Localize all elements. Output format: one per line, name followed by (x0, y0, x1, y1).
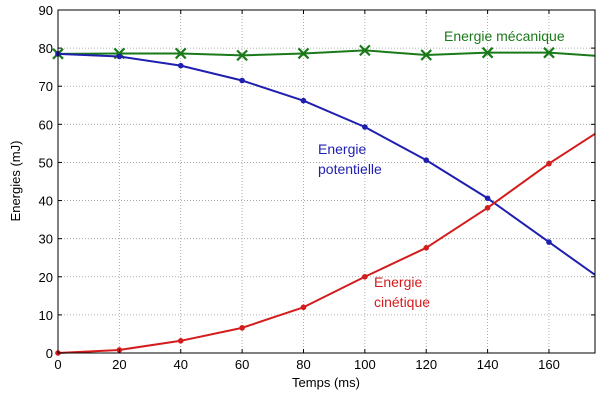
data-point (543, 46, 555, 59)
series-line (57, 49, 595, 57)
x-tick-label: 160 (538, 357, 560, 372)
y-tick-label: 80 (39, 41, 53, 56)
ticks: 0 20 40 60 80 100 120 140 160 0 10 20 30 40 50 60 70 80 90 (39, 3, 595, 372)
y-tick-label: 10 (39, 308, 53, 323)
annotation-energie-mecanique: Energie mécanique (444, 28, 565, 44)
y-tick-label: 0 (46, 346, 53, 361)
y-axis-label: Energies (mJ) (8, 141, 23, 222)
y-tick-label: 60 (39, 117, 53, 132)
data-point (177, 338, 184, 344)
data-point (174, 47, 187, 60)
series-2 (55, 133, 595, 356)
series-1 (55, 51, 595, 276)
data-point (423, 157, 430, 163)
data-point (546, 239, 552, 245)
plot-background (58, 10, 595, 353)
data-point (481, 46, 494, 59)
series-line (57, 52, 595, 276)
y-tick-label: 20 (39, 270, 53, 285)
data-point (359, 44, 371, 57)
data-point (236, 49, 248, 62)
annotation-line: Energie (374, 274, 422, 290)
annotation-energie-potentielle: Energie potentielle (318, 141, 382, 177)
x-tick-label: 60 (235, 357, 249, 372)
data-point (423, 245, 430, 251)
annotation-line: Energie mécanique (444, 28, 565, 44)
series-line (57, 133, 595, 354)
data-point (484, 195, 491, 202)
annotation-line: cinétique (374, 294, 430, 310)
y-tick-label: 40 (39, 194, 53, 209)
data-point (362, 273, 368, 280)
data-point (239, 325, 245, 331)
series-layer (52, 44, 595, 356)
x-axis-label: Temps (ms) (292, 375, 360, 390)
y-tick-label: 30 (39, 232, 53, 247)
x-tick-label: 140 (477, 357, 499, 372)
y-tick-label: 70 (39, 79, 53, 94)
data-point (300, 304, 307, 311)
x-tick-label: 40 (174, 357, 188, 372)
x-tick-label: 0 (54, 357, 61, 372)
data-point (116, 53, 123, 60)
data-point (484, 204, 491, 211)
annotation-energie-cinetique: Energie cinétique (374, 274, 430, 310)
data-point (239, 77, 245, 84)
y-tick-label: 90 (39, 3, 53, 18)
x-tick-label: 20 (112, 357, 126, 372)
annotation-line: Energie (318, 141, 366, 157)
x-tick-label: 100 (354, 357, 376, 372)
plot-frame (57, 9, 596, 354)
data-point (300, 97, 307, 104)
x-tick-label: 120 (415, 357, 437, 372)
y-tick-label: 50 (39, 155, 53, 170)
data-point (297, 47, 310, 60)
data-point (420, 49, 433, 61)
data-point (546, 160, 552, 167)
x-tick-label: 80 (296, 357, 310, 372)
data-point (362, 124, 368, 130)
data-point (177, 62, 184, 69)
annotation-line: potentielle (318, 161, 382, 177)
